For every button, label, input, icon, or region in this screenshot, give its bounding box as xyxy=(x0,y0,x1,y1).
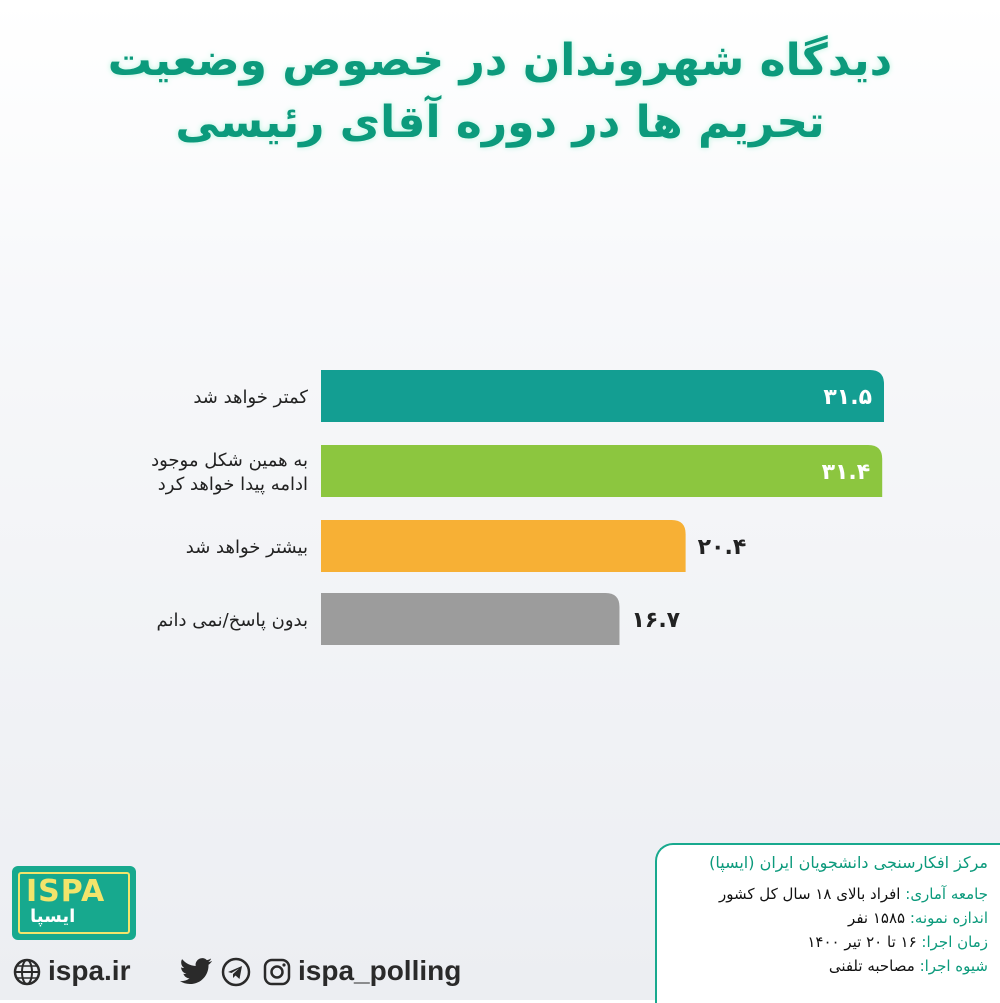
bar-4 xyxy=(321,593,620,645)
survey-info-box: مرکز افکارسنجی دانشجویان ایران (ایسپا) ج… xyxy=(655,843,1000,1003)
category-label-4: بدون پاسخ/نمی دانم xyxy=(157,610,309,631)
category-label-2-line-1: به همین شکل موجود xyxy=(151,450,308,471)
logo-frame xyxy=(18,872,130,934)
info-label: اندازه نمونه: xyxy=(909,909,988,927)
instagram-icon[interactable] xyxy=(262,957,292,987)
bar-2 xyxy=(321,445,883,497)
website-link[interactable]: ispa.ir xyxy=(48,955,131,986)
twitter-icon[interactable] xyxy=(178,957,214,987)
info-row-sample: اندازه نمونه: ۱۵۸۵ نفر xyxy=(657,906,988,930)
info-row-method: شیوه اجرا: مصاحبه تلفنی xyxy=(657,954,988,978)
data-label-4: ۱۶.۷ xyxy=(631,608,680,633)
category-label-1: کمتر خواهد شد xyxy=(193,387,308,408)
chart-title-line-2: تحریم ها در دوره آقای رئیسی xyxy=(175,97,825,148)
info-value: مصاحبه تلفنی xyxy=(828,957,915,975)
info-org: مرکز افکارسنجی دانشجویان ایران (ایسپا) xyxy=(709,853,988,872)
chart-title-line-1: دیدگاه شهروندان در خصوص وضعیت xyxy=(107,35,893,86)
info-row-population: جامعه آماری: افراد بالای ۱۸ سال کل کشور xyxy=(657,882,988,906)
info-label: شیوه اجرا: xyxy=(919,957,988,975)
category-label-3: بیشتر خواهد شد xyxy=(186,537,308,558)
info-value: افراد بالای ۱۸ سال کل کشور xyxy=(718,885,901,903)
social-handle[interactable]: ispa_polling xyxy=(298,955,462,986)
info-row-date: زمان اجرا: ۱۶ تا ۲۰ تیر ۱۴۰۰ xyxy=(657,930,988,954)
info-value: ۱۵۸۵ نفر xyxy=(848,909,906,927)
globe-icon[interactable] xyxy=(12,957,42,987)
telegram-icon[interactable] xyxy=(220,957,252,987)
ispa-logo: ISPA ایسپا xyxy=(12,866,136,940)
data-label-2: ۳۱.۴ xyxy=(822,460,871,485)
info-value: ۱۶ تا ۲۰ تیر ۱۴۰۰ xyxy=(807,933,917,951)
category-label-2-line-2: ادامه پیدا خواهد کرد xyxy=(158,474,308,495)
info-label: جامعه آماری: xyxy=(905,885,988,903)
bar-1 xyxy=(321,370,884,422)
data-label-3: ۲۰.۴ xyxy=(698,535,747,560)
info-label: زمان اجرا: xyxy=(921,933,988,951)
bar-3 xyxy=(321,520,686,572)
chart-title: دیدگاه شهروندان در خصوص وضعیت تحریم ها د… xyxy=(0,30,1000,154)
logo-brand: ISPA xyxy=(26,874,106,909)
logo-fa: ایسپا xyxy=(30,906,76,927)
data-label-1: ۳۱.۵ xyxy=(823,385,872,410)
